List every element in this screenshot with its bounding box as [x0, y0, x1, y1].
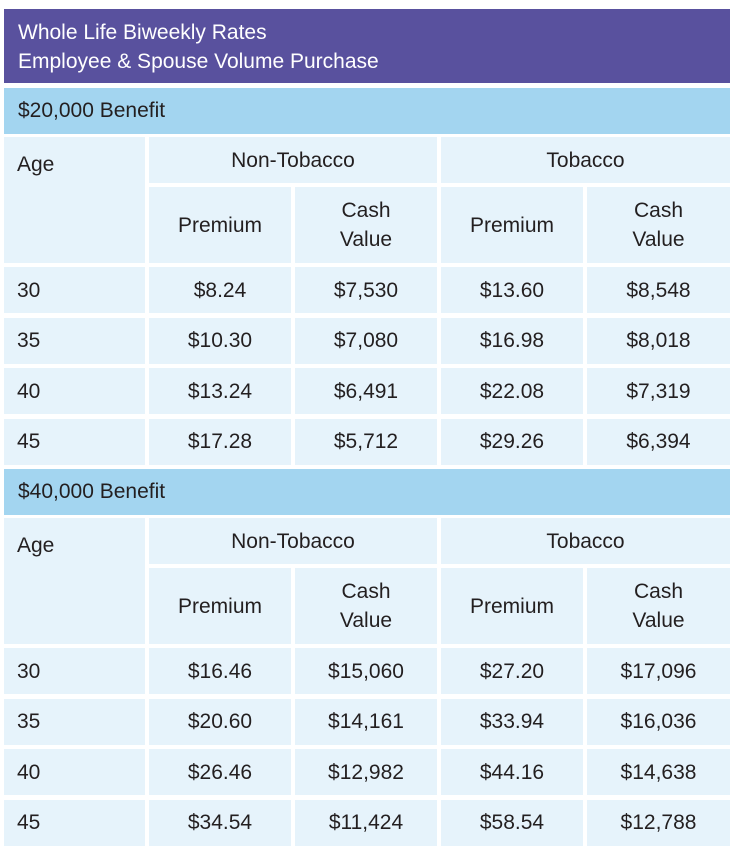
rate-cell: $6,491 [295, 368, 437, 414]
cash-label: Cash [633, 580, 684, 603]
rate-cell: $6,394 [587, 418, 730, 465]
rate-cell: $13.24 [149, 368, 291, 414]
age-header: Age [4, 518, 145, 644]
rate-cell: $29.26 [441, 418, 583, 465]
cash-value-header: Cash Value [587, 187, 730, 263]
rate-cell: $8,548 [587, 267, 730, 313]
premium-header: Premium [149, 568, 291, 644]
non-tobacco-header: Non-Tobacco [149, 137, 437, 183]
rate-cell: $20.60 [149, 698, 291, 745]
rate-cell: $58.54 [441, 799, 583, 846]
rate-cell: $14,161 [295, 698, 437, 745]
rate-cell: $17.28 [149, 418, 291, 465]
rate-cell: $7,319 [587, 368, 730, 414]
table-title: Whole Life Biweekly Rates Employee & Spo… [4, 9, 730, 83]
rate-cell: $26.46 [149, 749, 291, 795]
age-cell: 35 [4, 698, 145, 745]
tobacco-header: Tobacco [441, 518, 730, 564]
rate-cell: $12,788 [587, 799, 730, 846]
rate-cell: $17,096 [587, 648, 730, 694]
rate-cell: $8.24 [149, 267, 291, 313]
rate-cell: $16,036 [587, 698, 730, 745]
value-label: Value [632, 609, 685, 632]
rate-cell: $15,060 [295, 648, 437, 694]
age-cell: 35 [4, 317, 145, 364]
benefit-band: $40,000 Benefit [4, 469, 730, 515]
non-tobacco-header: Non-Tobacco [149, 518, 437, 564]
rate-cell: $10.30 [149, 317, 291, 364]
rate-cell: $16.46 [149, 648, 291, 694]
rate-cell: $22.08 [441, 368, 583, 414]
title-line-1: Whole Life Biweekly Rates [18, 21, 267, 44]
rate-cell: $7,080 [295, 317, 437, 364]
value-label: Value [339, 609, 393, 632]
cash-value-header: Cash Value [295, 187, 437, 263]
age-cell: 30 [4, 267, 145, 313]
benefit-band: $20,000 Benefit [4, 88, 730, 134]
cash-value-header: Cash Value [295, 568, 437, 644]
rate-cell: $14,638 [587, 749, 730, 795]
title-line-2: Employee & Spouse Volume Purchase [18, 50, 379, 73]
rate-cell: $12,982 [295, 749, 437, 795]
rate-cell: $8,018 [587, 317, 730, 364]
cash-label: Cash [633, 199, 684, 222]
cash-value-header: Cash Value [587, 568, 730, 644]
premium-header: Premium [441, 568, 583, 644]
rate-cell: $16.98 [441, 317, 583, 364]
rate-cell: $7,530 [295, 267, 437, 313]
rate-cell: $11,424 [295, 799, 437, 846]
premium-header: Premium [149, 187, 291, 263]
rate-cell: $34.54 [149, 799, 291, 846]
premium-header: Premium [441, 187, 583, 263]
age-header: Age [4, 137, 145, 263]
rate-cell: $13.60 [441, 267, 583, 313]
age-cell: 30 [4, 648, 145, 694]
rate-cell: $5,712 [295, 418, 437, 465]
value-label: Value [339, 228, 393, 251]
value-label: Value [632, 228, 685, 251]
age-cell: 45 [4, 418, 145, 465]
age-cell: 40 [4, 749, 145, 795]
cash-label: Cash [341, 199, 391, 222]
cash-label: Cash [341, 580, 391, 603]
rate-cell: $44.16 [441, 749, 583, 795]
tobacco-header: Tobacco [441, 137, 730, 183]
age-cell: 40 [4, 368, 145, 414]
rate-cell: $33.94 [441, 698, 583, 745]
age-cell: 45 [4, 799, 145, 846]
rate-cell: $27.20 [441, 648, 583, 694]
